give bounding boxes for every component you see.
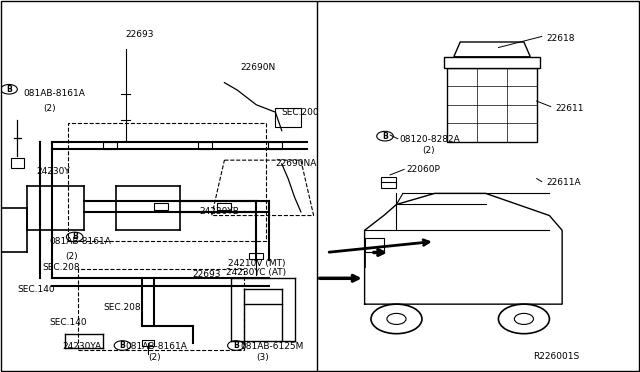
Text: (3): (3) [256,353,269,362]
Text: R226001S: R226001S [534,352,580,361]
Bar [365,238,384,253]
Bar [275,109,301,127]
Text: B: B [382,132,388,141]
Text: SEC.200: SEC.200 [282,108,319,117]
Bar [11,158,24,167]
Text: B: B [72,232,77,241]
Text: 081AB-8161A: 081AB-8161A [24,89,86,98]
Text: 081AB-8161A: 081AB-8161A [125,342,188,351]
Text: 24230YC (AT): 24230YC (AT) [226,268,286,277]
Bar [102,142,116,149]
Text: (2): (2) [65,251,77,261]
Text: (2): (2) [422,147,435,155]
Text: 22693: 22693 [125,30,154,39]
Bar [154,203,168,209]
Text: 081AB-8161A: 081AB-8161A [49,237,111,246]
Text: 24230YB: 24230YB [199,207,239,217]
Text: B: B [120,341,125,350]
Text: 08120-8282A: 08120-8282A [399,135,460,144]
Text: 24210V (MT): 24210V (MT) [228,259,285,268]
Text: 22690NA: 22690NA [275,159,317,169]
Text: 24230Y: 24230Y [36,167,70,176]
Bar [78,269,244,350]
Bar [141,340,154,346]
Text: (2): (2) [43,104,56,113]
Bar [249,253,263,259]
Text: 22060P: 22060P [406,165,440,174]
Bar [268,142,282,149]
Text: 22693: 22693 [193,270,221,279]
Text: 22611A: 22611A [546,178,581,187]
Bar [68,123,266,241]
Text: SEC.140: SEC.140 [17,285,55,294]
Bar [218,203,232,209]
Text: 22618: 22618 [546,34,575,43]
Text: SEC.208: SEC.208 [103,303,141,312]
Text: (2): (2) [148,353,161,362]
Bar [447,68,537,142]
Text: 22690N: 22690N [241,63,276,72]
Bar [198,142,212,149]
Text: B: B [233,341,239,350]
Text: B: B [6,85,12,94]
Bar [381,177,396,188]
Text: 081AB-6125M: 081AB-6125M [241,342,304,351]
Text: SEC.140: SEC.140 [49,318,87,327]
Bar [444,57,540,68]
Polygon shape [454,42,531,57]
Text: 24230YA: 24230YA [62,342,101,351]
Text: 22611: 22611 [556,104,584,113]
Text: SEC.208: SEC.208 [43,263,81,272]
